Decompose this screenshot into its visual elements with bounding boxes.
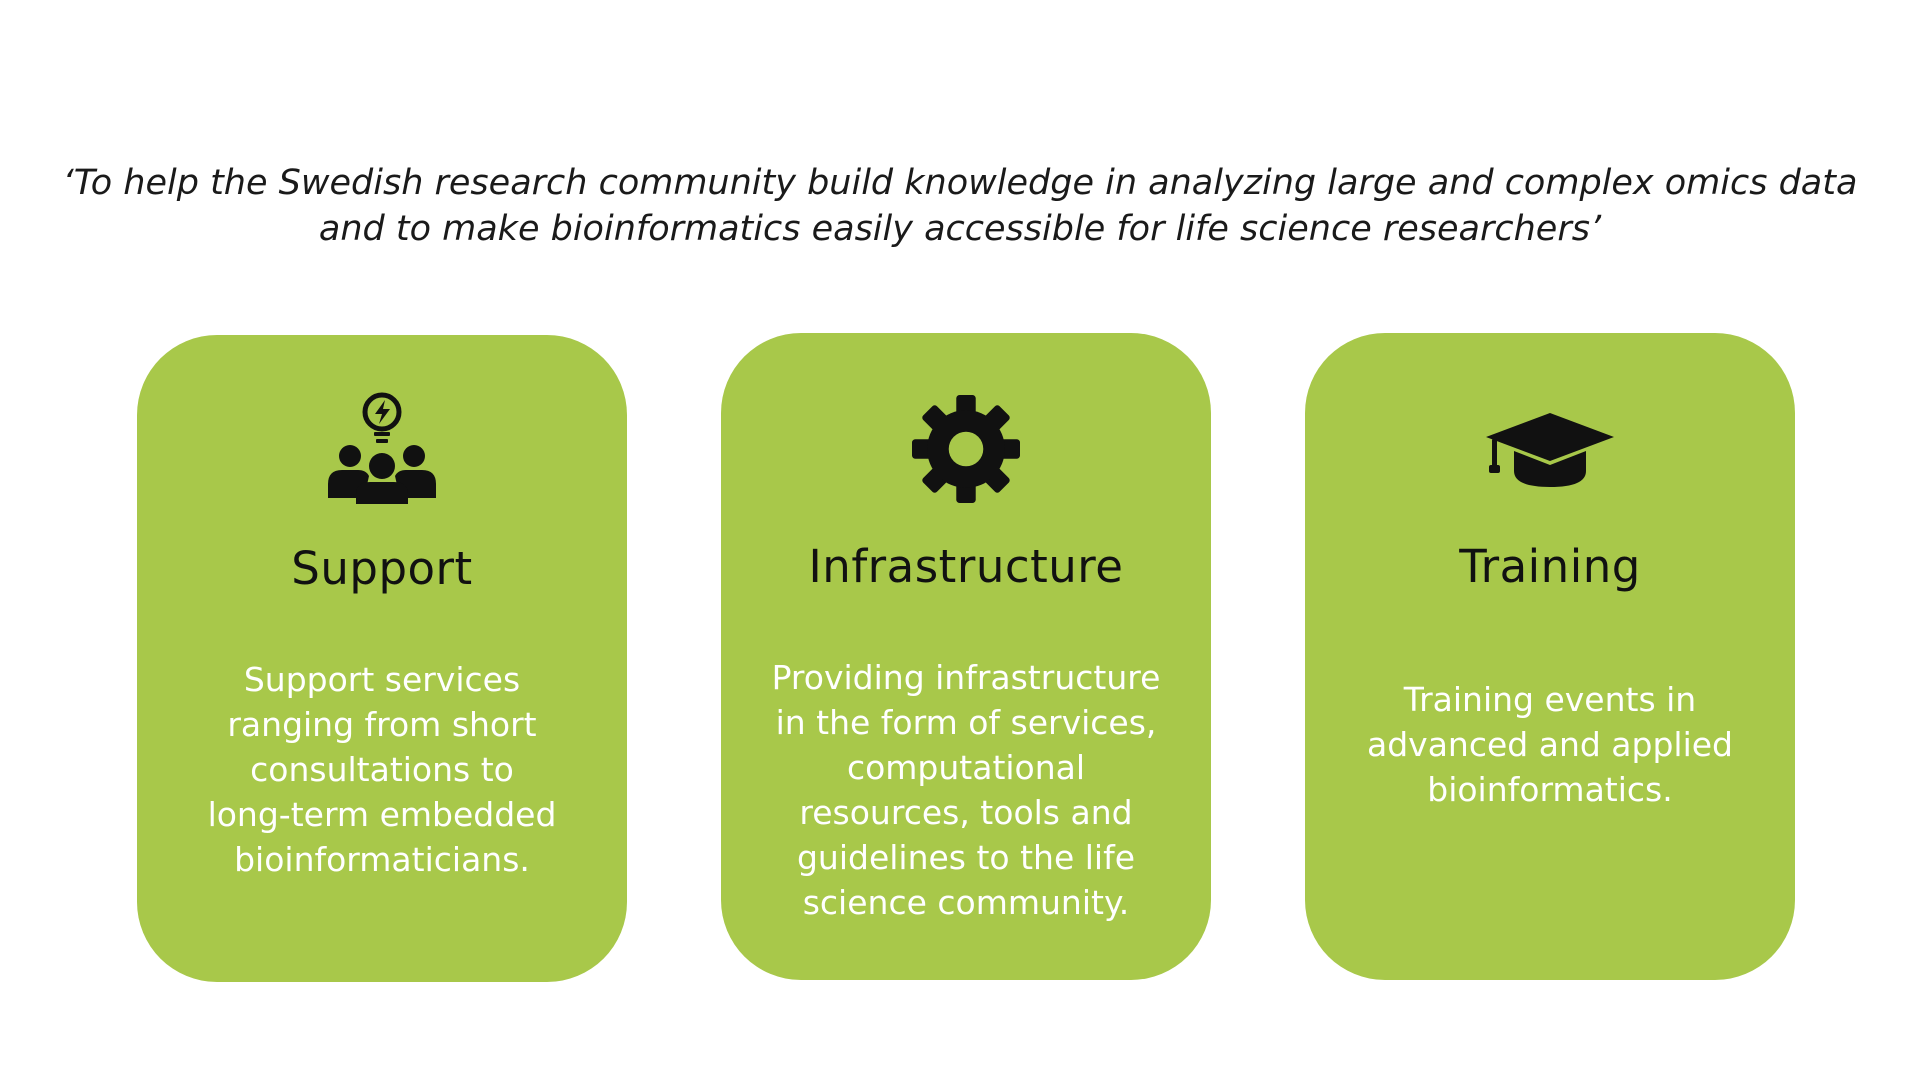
description-line: consultations to bbox=[250, 750, 514, 789]
gear-icon bbox=[912, 395, 1020, 503]
card-title: Support bbox=[291, 542, 473, 595]
description-line: resources, tools and bbox=[799, 793, 1133, 832]
description-line: science community. bbox=[802, 883, 1130, 922]
description-line: computational bbox=[846, 748, 1086, 787]
description-line: Training events in bbox=[1403, 680, 1697, 719]
card-description: Support services ranging from short cons… bbox=[187, 657, 577, 882]
description-line: Providing infrastructure bbox=[771, 658, 1161, 697]
description-line: in the form of services, bbox=[775, 703, 1157, 742]
card-training: Training Training events in advanced and… bbox=[1305, 333, 1795, 980]
description-line: long-term embedded bbox=[207, 795, 557, 834]
card-title: Infrastructure bbox=[808, 540, 1124, 593]
description-line: bioinformaticians. bbox=[234, 840, 530, 879]
quote-line: and to make bioinformatics easily access… bbox=[318, 209, 1602, 249]
card-description: Training events in advanced and applied … bbox=[1355, 677, 1745, 812]
graduation-cap-icon bbox=[1486, 413, 1614, 487]
card-infrastructure: Infrastructure Providing infrastructure … bbox=[721, 333, 1211, 980]
description-line: guidelines to the life bbox=[796, 838, 1136, 877]
description-line: bioinformatics. bbox=[1427, 770, 1673, 809]
description-line: Support services bbox=[243, 660, 521, 699]
quote-line: ‘To help the Swedish research community … bbox=[62, 163, 1858, 203]
card-description: Providing infrastructure in the form of … bbox=[771, 655, 1161, 925]
description-line: ranging from short bbox=[227, 705, 537, 744]
card-title: Training bbox=[1459, 540, 1641, 593]
description-line: advanced and applied bbox=[1367, 725, 1733, 764]
mission-quote: ‘To help the Swedish research community … bbox=[60, 160, 1860, 252]
team-idea-icon bbox=[328, 392, 436, 504]
card-support: Support Support services ranging from sh… bbox=[137, 335, 627, 982]
